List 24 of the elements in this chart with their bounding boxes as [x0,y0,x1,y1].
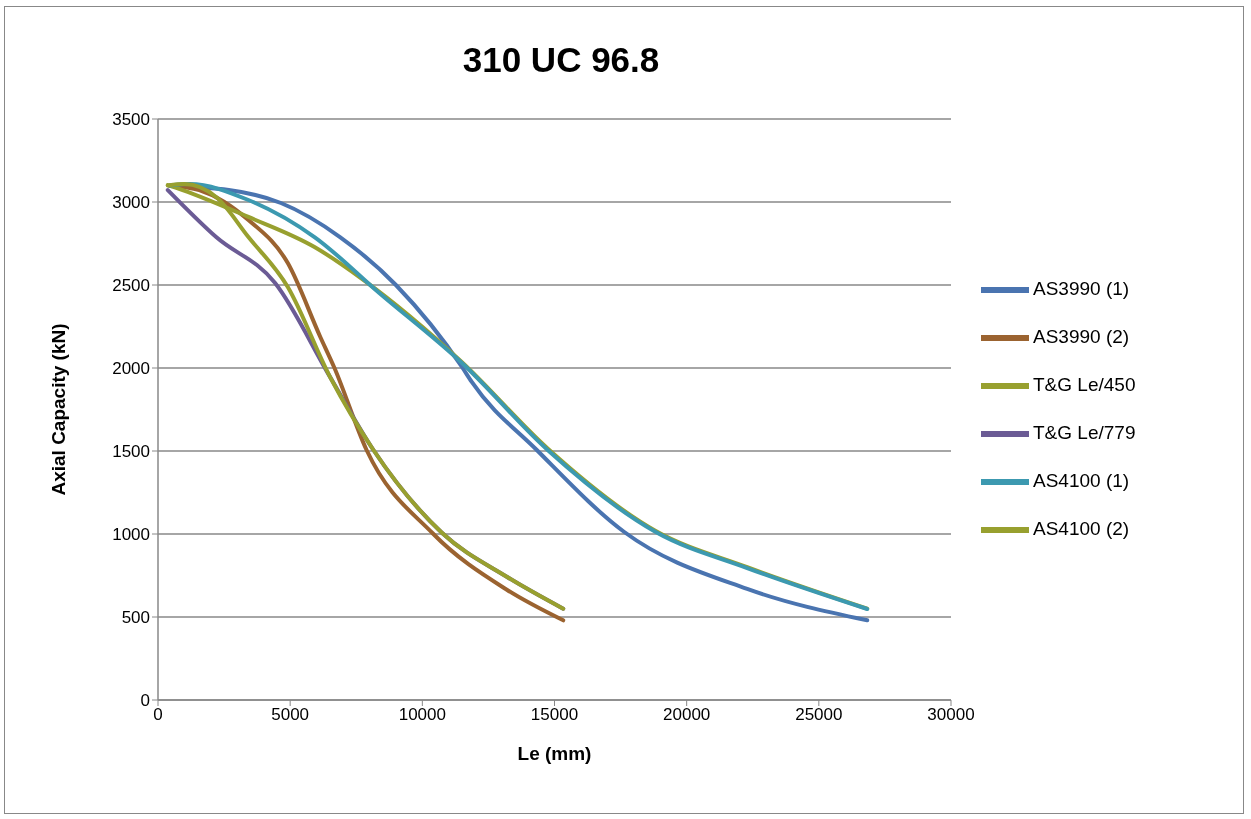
x-tick-label: 5000 [271,705,310,725]
legend-label: T&G Le/450 [1033,373,1136,395]
y-tick-label: 0 [140,691,150,711]
y-tick-label: 3000 [112,193,150,213]
x-tick-label: 25000 [795,705,843,725]
x-tick-label: 0 [153,705,163,725]
chart-title: 310 UC 96.8 [461,40,661,80]
x-tick-label: 30000 [927,705,975,725]
y-tick-label: 2000 [112,359,150,379]
x-tick-label: 15000 [530,705,579,725]
y-tick-label: 3500 [112,110,150,130]
y-tick-label: 2500 [112,276,150,296]
y-axis-title: Axial Capacity (kN) [47,323,69,496]
y-tick-label: 500 [121,608,150,628]
legend-label: AS3990 (2) [1033,325,1130,347]
legend-label: AS4100 (1) [1033,469,1130,491]
y-tick-label: 1500 [112,442,150,462]
legend-label: AS4100 (2) [1033,517,1130,539]
x-tick-label: 20000 [663,705,711,725]
legend-label: AS3990 (1) [1033,277,1130,299]
x-axis-title: Le (mm) [517,743,592,764]
x-tick-label: 10000 [398,705,446,725]
legend-label: T&G Le/779 [1033,421,1136,443]
y-tick-label: 1000 [112,525,150,545]
